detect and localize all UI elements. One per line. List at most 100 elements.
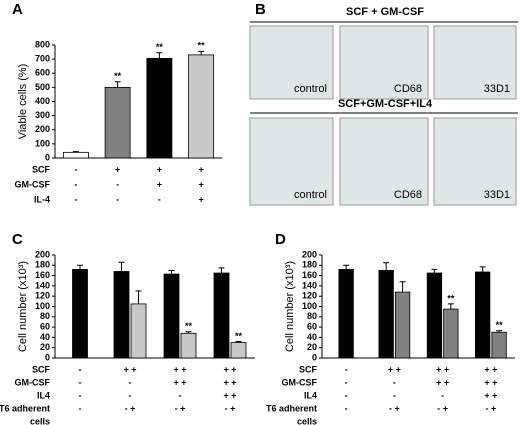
condition-cell: + +: [123, 364, 136, 374]
condition-label: GM-CSF: [282, 377, 318, 387]
condition-cell: - +: [125, 403, 136, 413]
y-tick-label: 80: [40, 311, 50, 321]
bar: [104, 86, 131, 159]
y-tick-label: 500: [35, 82, 50, 92]
y-tick-label: 200: [35, 249, 50, 259]
significance: **: [114, 71, 122, 81]
condition-cell: -: [79, 377, 82, 387]
condition-cell: -: [129, 377, 132, 387]
condition-cell: - +: [485, 403, 496, 413]
y-tick-label: 180: [302, 260, 317, 270]
y-tick-label: 60: [40, 321, 50, 331]
error-bar: [156, 52, 163, 59]
panel-label: A: [12, 1, 23, 18]
condition-cell: + +: [388, 364, 401, 374]
y-tick-label: 120: [302, 291, 317, 301]
y-axis-label: Cell number (x10³): [17, 261, 29, 352]
condition-label: GM-CSF: [15, 377, 51, 387]
condition-cell: + +: [484, 390, 497, 400]
condition-cell: -: [129, 390, 132, 400]
y-tick-label: 400: [35, 96, 50, 106]
condition-cell: -: [79, 390, 82, 400]
y-tick-label: 700: [35, 54, 50, 64]
condition-cell: -: [74, 164, 77, 174]
image-label: control: [294, 83, 327, 95]
condition-cell: + +: [223, 364, 236, 374]
bar: [180, 332, 197, 359]
condition-cell: -: [179, 390, 182, 400]
condition-label: GM-CSF: [15, 179, 51, 189]
error-bar: [343, 264, 350, 270]
error-bar: [447, 303, 454, 310]
y-tick-label: 800: [35, 39, 50, 49]
condition-label: IL-4: [34, 194, 50, 204]
condition-cell: - +: [437, 403, 448, 413]
error-bar: [114, 81, 121, 88]
y-tick-label: 200: [302, 249, 317, 259]
panel-b: B SCF + GM-CSF SCF+GM-CSF+IL4: [250, 1, 518, 114]
bar: [72, 269, 88, 359]
condition-label: SCF: [32, 364, 51, 374]
condition-cell: -: [79, 403, 82, 413]
error-bar: [135, 290, 142, 304]
significance: **: [235, 331, 243, 341]
error-bar: [198, 50, 205, 55]
condition-cell: -: [345, 390, 348, 400]
condition-cell: + +: [436, 377, 449, 387]
condition-label: T6 adherent: [266, 403, 317, 413]
bar: [491, 331, 507, 359]
condition-cell: -: [345, 403, 348, 413]
y-tick-label: 300: [35, 110, 50, 120]
y-tick-label: 140: [35, 280, 50, 290]
condition-cell: -: [116, 194, 119, 204]
y-tick-label: 40: [40, 332, 50, 342]
condition-cell: +: [115, 164, 120, 174]
bar: [230, 342, 247, 359]
y-tick-label: 600: [35, 68, 50, 78]
image-label: 33D1: [484, 83, 510, 95]
condition-cell: -: [345, 364, 348, 374]
y-tick-label: 160: [35, 270, 50, 280]
condition-label: SCF: [32, 164, 51, 174]
image-label: control: [294, 189, 327, 201]
y-tick-label: 100: [35, 138, 50, 148]
bar: [113, 271, 130, 359]
y-axis-label: Viable cells (%): [17, 64, 29, 140]
error-bar: [479, 266, 486, 272]
condition-cell: -: [74, 194, 77, 204]
y-tick-label: 20: [307, 342, 317, 352]
condition-cell: +: [198, 164, 203, 174]
condition-cell: -: [74, 179, 77, 189]
bar: [188, 54, 215, 159]
significance: **: [156, 42, 164, 52]
error-bar: [496, 330, 503, 333]
condition-cell: - +: [389, 403, 400, 413]
condition-cell: -: [345, 377, 348, 387]
y-tick-label: 160: [302, 270, 317, 280]
bar: [146, 58, 173, 159]
condition-cell: -: [441, 390, 444, 400]
condition-label: cells: [297, 416, 317, 425]
condition-cell: - +: [225, 403, 236, 413]
micrograph: [249, 117, 334, 206]
y-tick-label: 0: [45, 352, 50, 362]
condition-cell: + +: [436, 364, 449, 374]
condition-cell: + +: [223, 377, 236, 387]
condition-cell: - +: [175, 403, 186, 413]
condition-cell: + +: [484, 364, 497, 374]
error-bar: [72, 151, 79, 153]
bar: [338, 269, 354, 359]
bar: [443, 308, 459, 359]
condition-cell: + +: [173, 377, 186, 387]
y-tick-label: 80: [307, 311, 317, 321]
image-label: CD68: [394, 189, 422, 201]
condition-cell: +: [157, 164, 162, 174]
y-tick-label: 100: [302, 301, 317, 311]
condition-label: T6 adherent: [0, 403, 50, 413]
condition-label: cells: [30, 416, 50, 425]
condition-cell: -: [393, 377, 396, 387]
micrograph: [249, 25, 334, 100]
y-axis-label: Cell number (x10³): [284, 261, 296, 352]
bar: [163, 273, 180, 359]
